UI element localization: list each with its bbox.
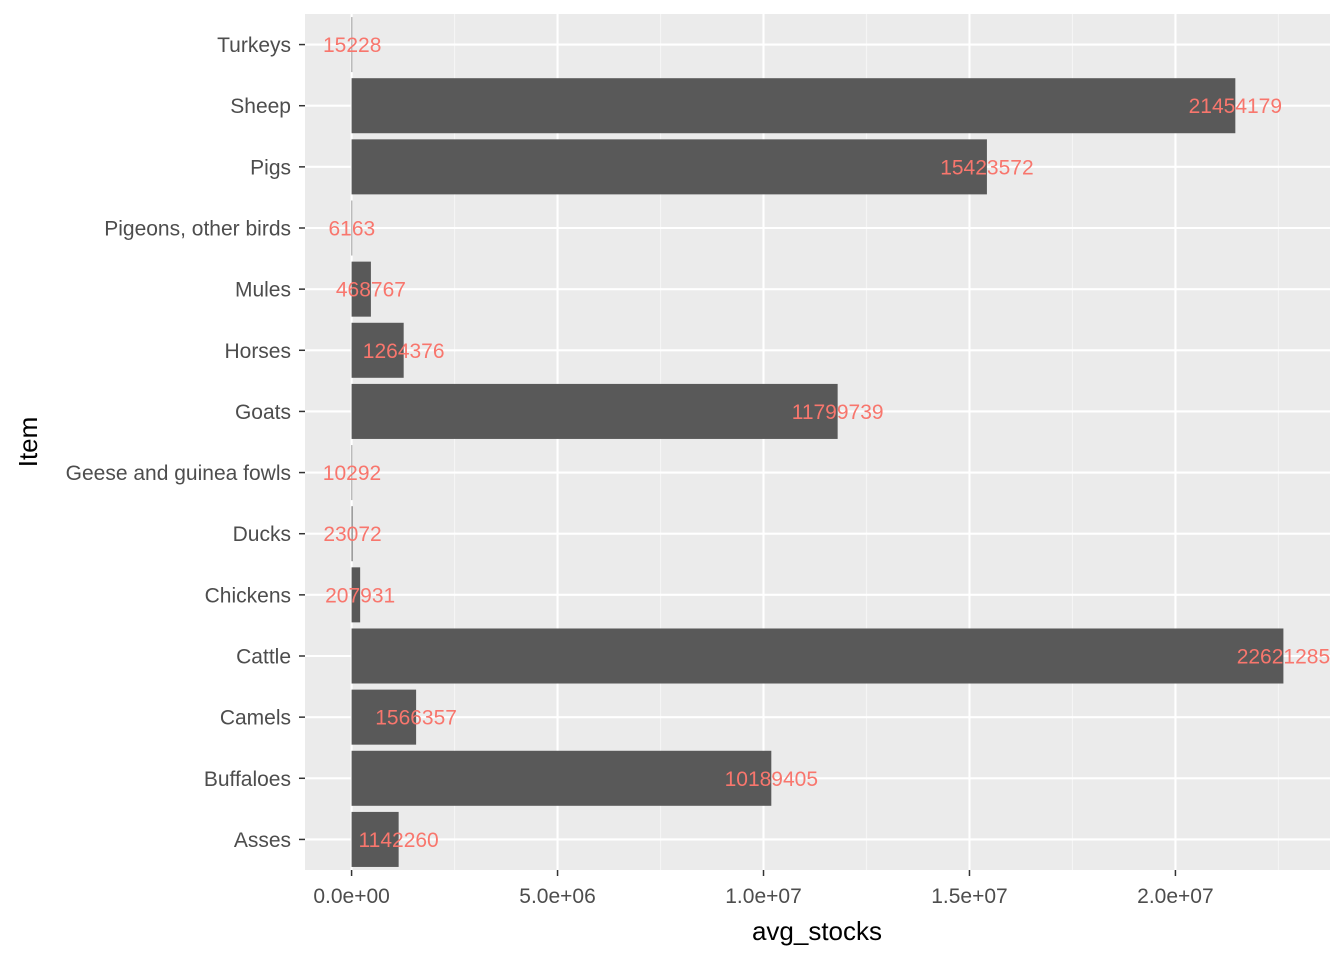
data-label: 23072: [323, 523, 381, 546]
y-tick-label: Goats: [235, 401, 291, 424]
bar: [351, 139, 987, 195]
y-tick-label: Turkeys: [217, 34, 291, 57]
data-label: 15423572: [940, 156, 1033, 179]
y-tick-label: Geese and guinea fowls: [66, 462, 291, 485]
x-tick-label: 5.0e+06: [519, 885, 596, 908]
bar: [351, 383, 838, 439]
x-tick-label: 2.0e+07: [1137, 885, 1214, 908]
data-label: 1264376: [363, 340, 445, 363]
y-tick-label: Mules: [235, 279, 291, 302]
bar: [351, 689, 417, 745]
y-tick-label: Ducks: [233, 523, 291, 546]
y-axis-title: Item: [13, 417, 43, 468]
data-label: 15228: [323, 34, 381, 57]
x-tick-label: 1.5e+07: [931, 885, 1008, 908]
bar: [351, 567, 361, 623]
data-label: 10292: [323, 462, 381, 485]
y-tick-label: Pigeons, other birds: [104, 218, 291, 241]
x-tick-label: 0.0e+00: [313, 885, 390, 908]
x-axis-title: avg_stocks: [752, 916, 882, 946]
bar: [351, 200, 353, 256]
y-axis: Asses Buffaloes Camels Cattle Chickens Ducks G…: [66, 34, 305, 852]
data-label: 6163: [328, 218, 375, 241]
data-label: 10189405: [725, 768, 818, 791]
data-label: 11799739: [792, 401, 884, 424]
data-label: 21454179: [1189, 95, 1282, 118]
bar: [351, 811, 399, 867]
bar: [351, 445, 353, 501]
data-label: 22621285: [1237, 646, 1330, 669]
y-tick-label: Asses: [234, 829, 291, 852]
data-label: 468767: [336, 279, 406, 302]
y-tick-label: Horses: [224, 340, 291, 363]
bar: [351, 322, 404, 378]
y-tick-label: Camels: [220, 707, 291, 730]
bar: [351, 261, 371, 317]
y-tick-label: Buffaloes: [204, 768, 291, 791]
y-tick-label: Sheep: [230, 95, 291, 118]
data-label: 207931: [325, 584, 395, 607]
bar: [351, 628, 1284, 684]
bar: [351, 78, 1236, 134]
data-label: 1566357: [375, 707, 457, 730]
data-label: 1142260: [359, 829, 439, 852]
y-tick-label: Chickens: [205, 584, 291, 607]
bar: [351, 506, 353, 562]
bar: [351, 17, 353, 73]
bar: [351, 750, 772, 806]
x-tick-label: 1.0e+07: [725, 885, 802, 908]
y-tick-label: Pigs: [250, 156, 291, 179]
data-labels: 1142260 10189405 1566357 22621285 207931 2307…: [323, 34, 1330, 852]
bars: [351, 17, 1284, 867]
x-axis: 0.0e+00 5.0e+06 1.0e+07 1.5e+07 2.0e+07: [313, 870, 1214, 908]
y-tick-label: Cattle: [236, 646, 291, 669]
